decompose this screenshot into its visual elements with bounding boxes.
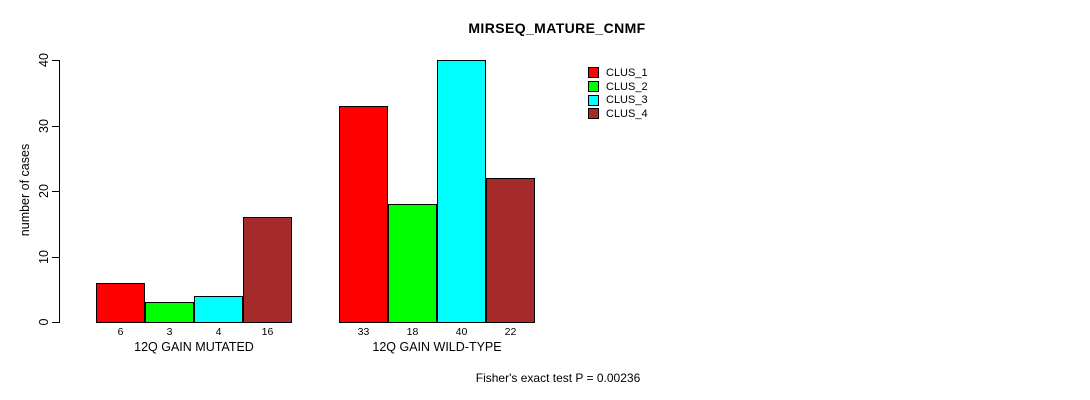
legend-label: CLUS_3 bbox=[606, 94, 648, 107]
legend-label: CLUS_2 bbox=[606, 80, 648, 93]
bar bbox=[96, 283, 145, 323]
bar bbox=[437, 60, 486, 323]
bar-value-label: 18 bbox=[406, 326, 419, 338]
bar bbox=[243, 217, 292, 323]
stat-test-annotation: Fisher's exact test P = 0.00236 bbox=[475, 371, 641, 385]
y-tick-label: 40 bbox=[37, 53, 51, 67]
legend-swatch bbox=[588, 81, 599, 93]
bar bbox=[145, 302, 194, 323]
bar-value-label: 40 bbox=[455, 326, 468, 338]
y-tick bbox=[52, 191, 60, 192]
legend-row: CLUS_1 bbox=[588, 66, 648, 80]
bar-value-label: 16 bbox=[261, 326, 274, 338]
y-axis-label: number of cases bbox=[18, 143, 32, 237]
group-label: 12Q GAIN MUTATED bbox=[134, 340, 254, 354]
y-tick-label: 20 bbox=[37, 184, 51, 198]
bar-value-label: 33 bbox=[357, 326, 370, 338]
legend-swatch bbox=[588, 94, 599, 106]
y-tick bbox=[52, 126, 60, 127]
y-tick-label: 0 bbox=[37, 318, 51, 326]
legend-row: CLUS_4 bbox=[588, 107, 648, 121]
legend-row: CLUS_3 bbox=[588, 93, 648, 107]
chart-title: MIRSEQ_MATURE_CNMF bbox=[468, 20, 646, 36]
bar-value-label: 22 bbox=[504, 326, 517, 338]
group-label: 12Q GAIN WILD-TYPE bbox=[372, 340, 502, 354]
y-tick bbox=[52, 322, 60, 323]
bar bbox=[194, 296, 243, 323]
legend-row: CLUS_2 bbox=[588, 80, 648, 94]
y-tick-label: 30 bbox=[37, 119, 51, 133]
bar bbox=[486, 178, 535, 323]
bar-value-label: 3 bbox=[166, 326, 173, 338]
bar bbox=[339, 106, 388, 323]
bar bbox=[388, 204, 437, 323]
legend-swatch bbox=[588, 67, 599, 79]
legend: CLUS_1 CLUS_2 CLUS_3 CLUS_4 bbox=[588, 66, 648, 121]
y-tick bbox=[52, 257, 60, 258]
bar-value-label: 4 bbox=[215, 326, 222, 338]
legend-swatch bbox=[588, 108, 599, 120]
legend-label: CLUS_1 bbox=[606, 66, 648, 79]
bar-value-label: 6 bbox=[117, 326, 124, 338]
y-tick bbox=[52, 60, 60, 61]
legend-label: CLUS_4 bbox=[606, 107, 648, 120]
y-tick-label: 10 bbox=[37, 250, 51, 264]
